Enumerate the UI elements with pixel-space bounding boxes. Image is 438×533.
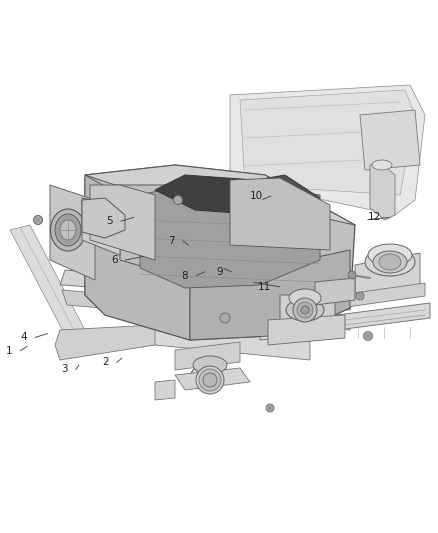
- Ellipse shape: [373, 251, 407, 273]
- Ellipse shape: [203, 373, 217, 387]
- Text: 1: 1: [6, 346, 12, 356]
- Polygon shape: [355, 253, 420, 300]
- Ellipse shape: [293, 298, 317, 322]
- Ellipse shape: [301, 306, 309, 314]
- Ellipse shape: [50, 209, 85, 251]
- Ellipse shape: [379, 254, 401, 270]
- Text: 7: 7: [169, 236, 175, 246]
- Circle shape: [266, 404, 274, 412]
- Polygon shape: [280, 295, 335, 330]
- Ellipse shape: [289, 289, 321, 307]
- Ellipse shape: [191, 364, 229, 386]
- Polygon shape: [155, 380, 175, 400]
- Text: 4: 4: [21, 333, 27, 342]
- Polygon shape: [85, 175, 190, 340]
- Polygon shape: [85, 165, 355, 340]
- Polygon shape: [85, 165, 355, 225]
- Polygon shape: [155, 175, 285, 215]
- Ellipse shape: [196, 366, 224, 394]
- Polygon shape: [370, 162, 395, 220]
- Text: 2: 2: [102, 358, 109, 367]
- Circle shape: [33, 215, 42, 224]
- Polygon shape: [62, 290, 350, 330]
- Polygon shape: [230, 85, 425, 215]
- Polygon shape: [190, 250, 350, 340]
- Polygon shape: [360, 110, 420, 170]
- Ellipse shape: [199, 369, 221, 391]
- Circle shape: [348, 271, 356, 279]
- Polygon shape: [268, 315, 345, 345]
- Circle shape: [356, 292, 364, 300]
- Polygon shape: [230, 178, 330, 250]
- Ellipse shape: [55, 214, 81, 246]
- Polygon shape: [140, 185, 320, 288]
- Polygon shape: [150, 320, 310, 360]
- Polygon shape: [315, 278, 355, 305]
- Ellipse shape: [297, 302, 313, 318]
- Ellipse shape: [368, 244, 412, 266]
- Circle shape: [220, 313, 230, 323]
- Polygon shape: [175, 342, 240, 370]
- Polygon shape: [10, 225, 85, 335]
- Polygon shape: [255, 175, 320, 205]
- Polygon shape: [82, 198, 125, 238]
- Ellipse shape: [365, 248, 415, 276]
- Polygon shape: [60, 270, 350, 310]
- Polygon shape: [82, 198, 120, 255]
- Ellipse shape: [193, 356, 227, 374]
- Polygon shape: [90, 185, 155, 260]
- Circle shape: [100, 302, 110, 312]
- Polygon shape: [175, 368, 250, 390]
- Ellipse shape: [60, 220, 76, 240]
- Ellipse shape: [286, 299, 324, 321]
- Text: 9: 9: [217, 267, 223, 277]
- Text: 6: 6: [111, 255, 117, 265]
- Text: 8: 8: [182, 271, 188, 280]
- Text: 10: 10: [250, 191, 263, 201]
- Polygon shape: [260, 303, 430, 340]
- Polygon shape: [340, 283, 425, 308]
- Polygon shape: [55, 325, 155, 360]
- Circle shape: [173, 196, 183, 205]
- Circle shape: [285, 311, 295, 321]
- Ellipse shape: [372, 160, 392, 170]
- Text: 3: 3: [61, 365, 68, 374]
- Polygon shape: [240, 90, 415, 195]
- Circle shape: [364, 332, 372, 341]
- Text: 12: 12: [368, 213, 381, 222]
- Text: 5: 5: [106, 216, 113, 226]
- Text: 11: 11: [258, 282, 272, 292]
- Polygon shape: [50, 185, 95, 280]
